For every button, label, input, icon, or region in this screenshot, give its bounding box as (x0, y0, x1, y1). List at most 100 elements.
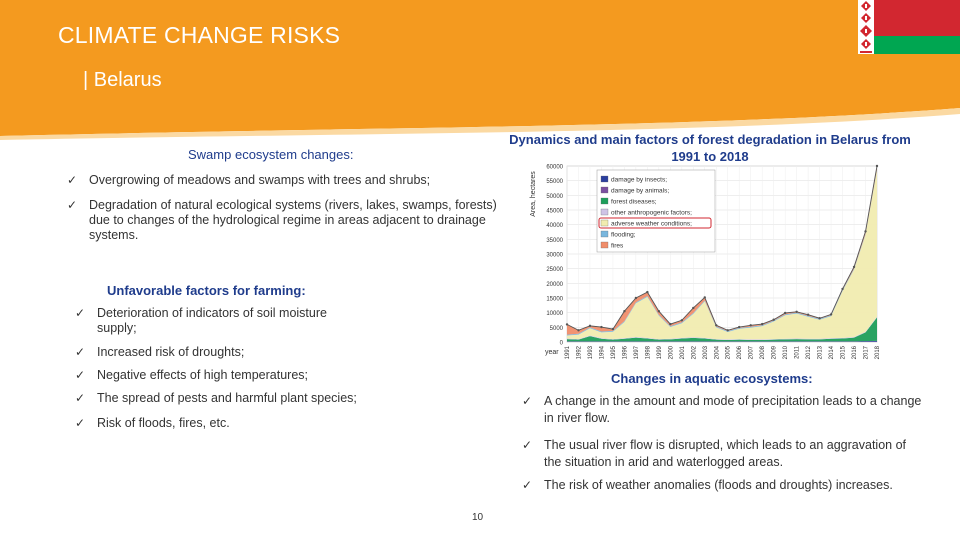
check-icon: ✓ (75, 416, 86, 430)
y-tick-label: 10000 (546, 311, 563, 317)
data-point (669, 322, 672, 326)
x-tick-label: 2009 (772, 345, 778, 359)
y-tick-label: 15000 (546, 297, 563, 303)
legend-entry: forest diseases; (611, 199, 657, 206)
y-tick-label: 25000 (546, 267, 563, 273)
legend-highlight (598, 217, 712, 229)
data-point (749, 324, 752, 327)
aquatic-list: ✓ A change in the amount and mode of prec… (522, 393, 922, 494)
data-point (864, 230, 867, 233)
x-tick-label: 2006 (737, 345, 743, 359)
legend-entry: adverse weather conditions; (611, 221, 692, 228)
x-tick-label: 1993 (588, 345, 594, 359)
check-icon: ✓ (522, 438, 533, 452)
data-point (623, 310, 626, 313)
data-point (680, 319, 684, 322)
y-tick-label: 20000 (546, 282, 563, 288)
y-tick-label: 0 (560, 341, 564, 347)
x-tick-label: 2002 (691, 345, 697, 359)
swamp-heading: Swamp ecosystem changes: (188, 147, 354, 162)
x-tick-label: 2018 (875, 345, 881, 359)
x-tick-label: 2013 (818, 345, 824, 359)
data-point (634, 296, 638, 300)
legend-entry: damage by insects; (611, 177, 667, 184)
x-tick-label: 2011 (795, 345, 801, 359)
y-axis-label: Area, hectares (530, 171, 537, 217)
data-point (760, 322, 764, 326)
total-line (566, 165, 878, 331)
area-damage-by-insects (567, 341, 877, 342)
list-item: ✓ Negative effects of high temperatures; (75, 368, 308, 382)
list-item: ✓ Overgrowing of meadows and swamps with … (67, 173, 431, 187)
legend-box (596, 169, 716, 253)
y-tick-label: 50000 (546, 194, 563, 200)
check-icon: ✓ (75, 306, 86, 320)
x-tick-label: 2004 (714, 345, 720, 359)
data-point (703, 296, 706, 299)
y-tick-label: 30000 (546, 253, 563, 259)
data-point (611, 327, 615, 331)
data-point (565, 323, 569, 326)
data-point (783, 311, 787, 315)
check-icon: ✓ (67, 198, 78, 212)
x-tick-label: 1995 (611, 345, 617, 359)
page-title: CLIMATE CHANGE RISKS (58, 22, 341, 48)
area-adverse-weather-conditions (567, 170, 877, 340)
page-number: 10 (472, 512, 484, 523)
data-point (772, 318, 775, 321)
list-item: ✓ The risk of weather anomalies (floods a… (522, 478, 893, 492)
page-subtitle: | Belarus (83, 69, 162, 91)
header-banner (0, 0, 960, 140)
farming-heading: Unfavorable factors for farming: (107, 283, 306, 298)
list-item: ✓ Degradation of natural ecological syste… (67, 198, 497, 242)
x-tick-label: 2016 (852, 345, 858, 359)
data-point (818, 317, 821, 320)
y-tick-label: 35000 (546, 238, 563, 244)
legend-entry: flooding; (611, 232, 636, 239)
legend-swatch (600, 197, 609, 205)
check-icon: ✓ (75, 368, 86, 382)
data-point (829, 313, 833, 316)
data-point (841, 287, 844, 291)
x-tick-label: 2012 (806, 345, 812, 359)
aquatic-heading: Changes in aquatic ecosystems: (611, 371, 813, 386)
data-point (646, 290, 649, 294)
x-tick-label: 2014 (829, 345, 835, 359)
x-tick-label: 2015 (841, 345, 847, 359)
list-item: ✓ Risk of floods, fires, etc. (75, 416, 230, 430)
area-forest-diseases (567, 317, 877, 342)
data-point (715, 324, 718, 327)
data-point (795, 310, 798, 313)
y-tick-label: 45000 (546, 209, 563, 215)
swamp-list: ✓ Overgrowing of meadows and swamps with … (67, 173, 499, 243)
list-item: ✓ The usual river flow is disrupted, whic… (522, 438, 906, 469)
x-tick-label: 2005 (726, 345, 732, 359)
legend-swatch (600, 230, 609, 238)
legend-entry: other anthropogenic factors; (611, 210, 692, 217)
x-tick-label: 1991 (565, 345, 571, 359)
data-point (588, 324, 592, 328)
data-point (657, 310, 661, 313)
list-item: ✓ The spread of pests and harmful plant s… (75, 391, 357, 405)
area-other-anthropogenic-factors (567, 316, 877, 340)
legend-swatch (600, 219, 609, 227)
check-icon: ✓ (67, 173, 78, 187)
farming-list: ✓ Deterioration of indicators of soil moi… (75, 306, 365, 431)
y-tick-label: 60000 (546, 165, 563, 171)
y-tick-label: 40000 (546, 223, 563, 229)
data-point (692, 306, 695, 310)
x-tick-label: 1996 (622, 345, 628, 359)
data-point (600, 325, 603, 329)
x-tick-label: 2003 (703, 345, 709, 359)
x-tick-label: 2008 (760, 345, 766, 359)
data-point (806, 313, 810, 316)
x-tick-label: 2010 (783, 345, 789, 359)
x-tick-label: 1994 (599, 345, 605, 359)
legend-swatch (600, 241, 609, 249)
data-point (726, 329, 729, 332)
x-tick-label: 2000 (668, 345, 674, 359)
x-tick-label: 2001 (680, 345, 686, 359)
check-icon: ✓ (75, 391, 86, 405)
belarus-flag-icon (858, 0, 960, 54)
data-point (738, 325, 741, 329)
